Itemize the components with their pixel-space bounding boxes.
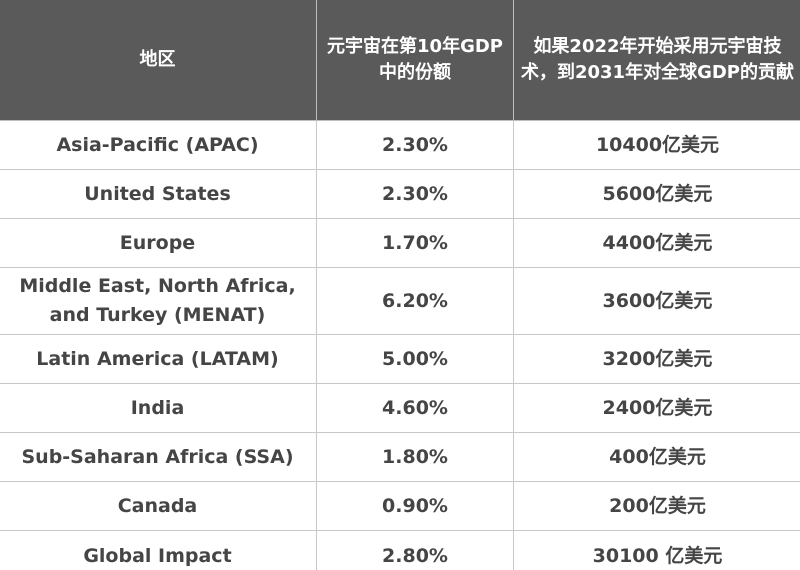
header-row: 地区 元宇宙在第10年GDP中的份额 如果2022年开始采用元宇宙技术，到203… [0, 0, 800, 121]
cell-contribution: 5600亿美元 [513, 169, 800, 219]
cell-share: 1.70% [316, 218, 514, 268]
cell-contribution: 30100 亿美元 [513, 530, 800, 570]
cell-share: 4.60% [316, 383, 514, 433]
cell-share: 2.80% [316, 530, 514, 570]
cell-share: 0.90% [316, 481, 514, 531]
table-row: Latin America (LATAM) 5.00% 3200亿美元 [0, 334, 800, 384]
table-row: India 4.60% 2400亿美元 [0, 383, 800, 433]
cell-region: Asia-Pacific (APAC) [0, 120, 317, 170]
table-row: Global Impact 2.80% 30100 亿美元 [0, 530, 800, 570]
cell-share: 2.30% [316, 120, 514, 170]
cell-region: Global Impact [0, 530, 317, 570]
cell-region: Middle East, North Africa, and Turkey (M… [0, 267, 317, 335]
cell-contribution: 2400亿美元 [513, 383, 800, 433]
cell-region: India [0, 383, 317, 433]
cell-region: Europe [0, 218, 317, 268]
cell-contribution: 10400亿美元 [513, 120, 800, 170]
table-row: United States 2.30% 5600亿美元 [0, 169, 800, 219]
header-share: 元宇宙在第10年GDP中的份额 [316, 0, 514, 121]
cell-share: 6.20% [316, 267, 514, 335]
table-body: Asia-Pacific (APAC) 2.30% 10400亿美元 Unite… [0, 120, 800, 570]
table-row: Canada 0.90% 200亿美元 [0, 481, 800, 531]
cell-contribution: 3600亿美元 [513, 267, 800, 335]
cell-region: Sub-Saharan Africa (SSA) [0, 432, 317, 482]
header-contribution: 如果2022年开始采用元宇宙技术，到2031年对全球GDP的贡献 [513, 0, 800, 121]
table-row: Asia-Pacific (APAC) 2.30% 10400亿美元 [0, 120, 800, 170]
cell-region: Canada [0, 481, 317, 531]
cell-contribution: 200亿美元 [513, 481, 800, 531]
table-row: Sub-Saharan Africa (SSA) 1.80% 400亿美元 [0, 432, 800, 482]
header-region: 地区 [0, 0, 317, 121]
cell-share: 5.00% [316, 334, 514, 384]
cell-contribution: 4400亿美元 [513, 218, 800, 268]
table-row: Middle East, North Africa, and Turkey (M… [0, 267, 800, 335]
cell-region: United States [0, 169, 317, 219]
cell-contribution: 3200亿美元 [513, 334, 800, 384]
table-header: 地区 元宇宙在第10年GDP中的份额 如果2022年开始采用元宇宙技术，到203… [0, 0, 800, 121]
table-row: Europe 1.70% 4400亿美元 [0, 218, 800, 268]
cell-contribution: 400亿美元 [513, 432, 800, 482]
cell-share: 1.80% [316, 432, 514, 482]
cell-region: Latin America (LATAM) [0, 334, 317, 384]
cell-share: 2.30% [316, 169, 514, 219]
